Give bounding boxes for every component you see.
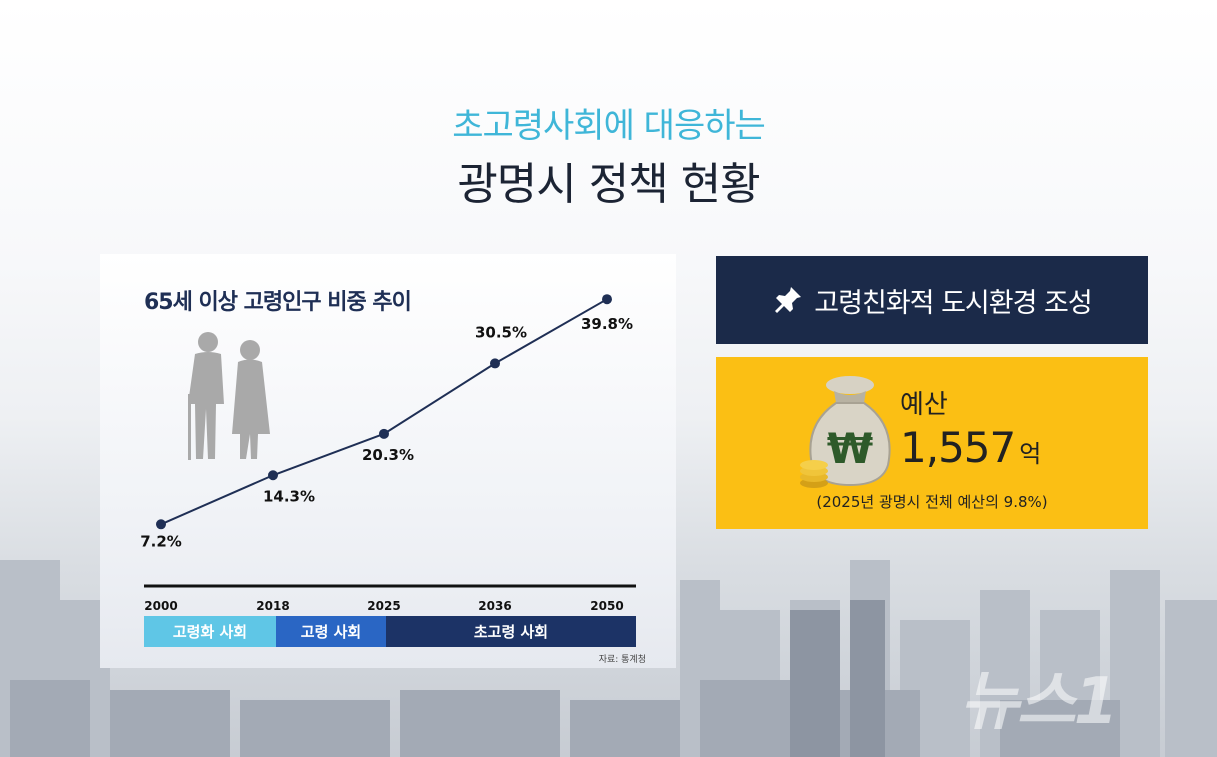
pushpin-icon xyxy=(775,287,802,313)
era-super-aged-society: 초고령 사회 xyxy=(386,616,636,647)
svg-text:₩: ₩ xyxy=(827,424,873,473)
budget-label: 예산 xyxy=(900,390,948,420)
data-label: 20.3% xyxy=(362,446,414,464)
data-point xyxy=(268,470,278,481)
data-point xyxy=(156,519,166,530)
policy-heading: 고령친화적 도시환경 조성 xyxy=(814,287,1092,319)
data-point xyxy=(602,294,612,305)
series-line xyxy=(160,298,608,526)
chart-source: 자료: 통계청 xyxy=(598,655,646,665)
chart-panel: 7.2% 14.3% 20.3% 30.5% 39.8% 2000 2018 2025 2036… xyxy=(100,254,676,668)
x-tick-label: 2018 xyxy=(256,599,289,613)
x-tick-label: 2000 xyxy=(144,599,177,613)
data-label: 14.3% xyxy=(263,487,315,505)
news1-watermark: 뉴스1 xyxy=(960,665,1118,739)
elderly-couple-icon xyxy=(188,332,270,460)
page-subtitle: 초고령사회에 대응하는 xyxy=(452,106,766,146)
x-tick-label: 2036 xyxy=(478,599,511,613)
era-aging-society: 고령화 사회 xyxy=(144,616,276,647)
budget-unit: 억 xyxy=(1019,440,1041,468)
chart-title: 65세 이상 고령인구 비중 추이 xyxy=(144,290,412,315)
page-title: 광명시 정책 현황 xyxy=(457,159,760,210)
data-point xyxy=(379,428,389,439)
budget-value: 1,557 xyxy=(900,423,1016,472)
data-label: 7.2% xyxy=(140,532,182,550)
data-point xyxy=(490,358,500,369)
x-tick-label: 2050 xyxy=(590,599,623,613)
x-tick-label: 2025 xyxy=(367,599,400,613)
policy-heading-box: 고령친화적 도시환경 조성 xyxy=(716,256,1148,344)
era-aged-society: 고령 사회 xyxy=(276,616,386,647)
money-bag-won-icon: ₩ xyxy=(800,376,891,488)
line-chart: 7.2% 14.3% 20.3% 30.5% 39.8% 2000 2018 2025 2036… xyxy=(140,294,636,613)
data-label: 39.8% xyxy=(581,315,633,333)
budget-note: (2025년 광명시 전체 예산의 9.8%) xyxy=(816,493,1048,511)
data-label: 30.5% xyxy=(475,323,527,341)
budget-box: ₩ 예산 1,557 억 (2025년 광명시 전체 예산의 9.8%) xyxy=(716,357,1148,529)
budget-amount: 1,557 억 xyxy=(900,423,1041,472)
